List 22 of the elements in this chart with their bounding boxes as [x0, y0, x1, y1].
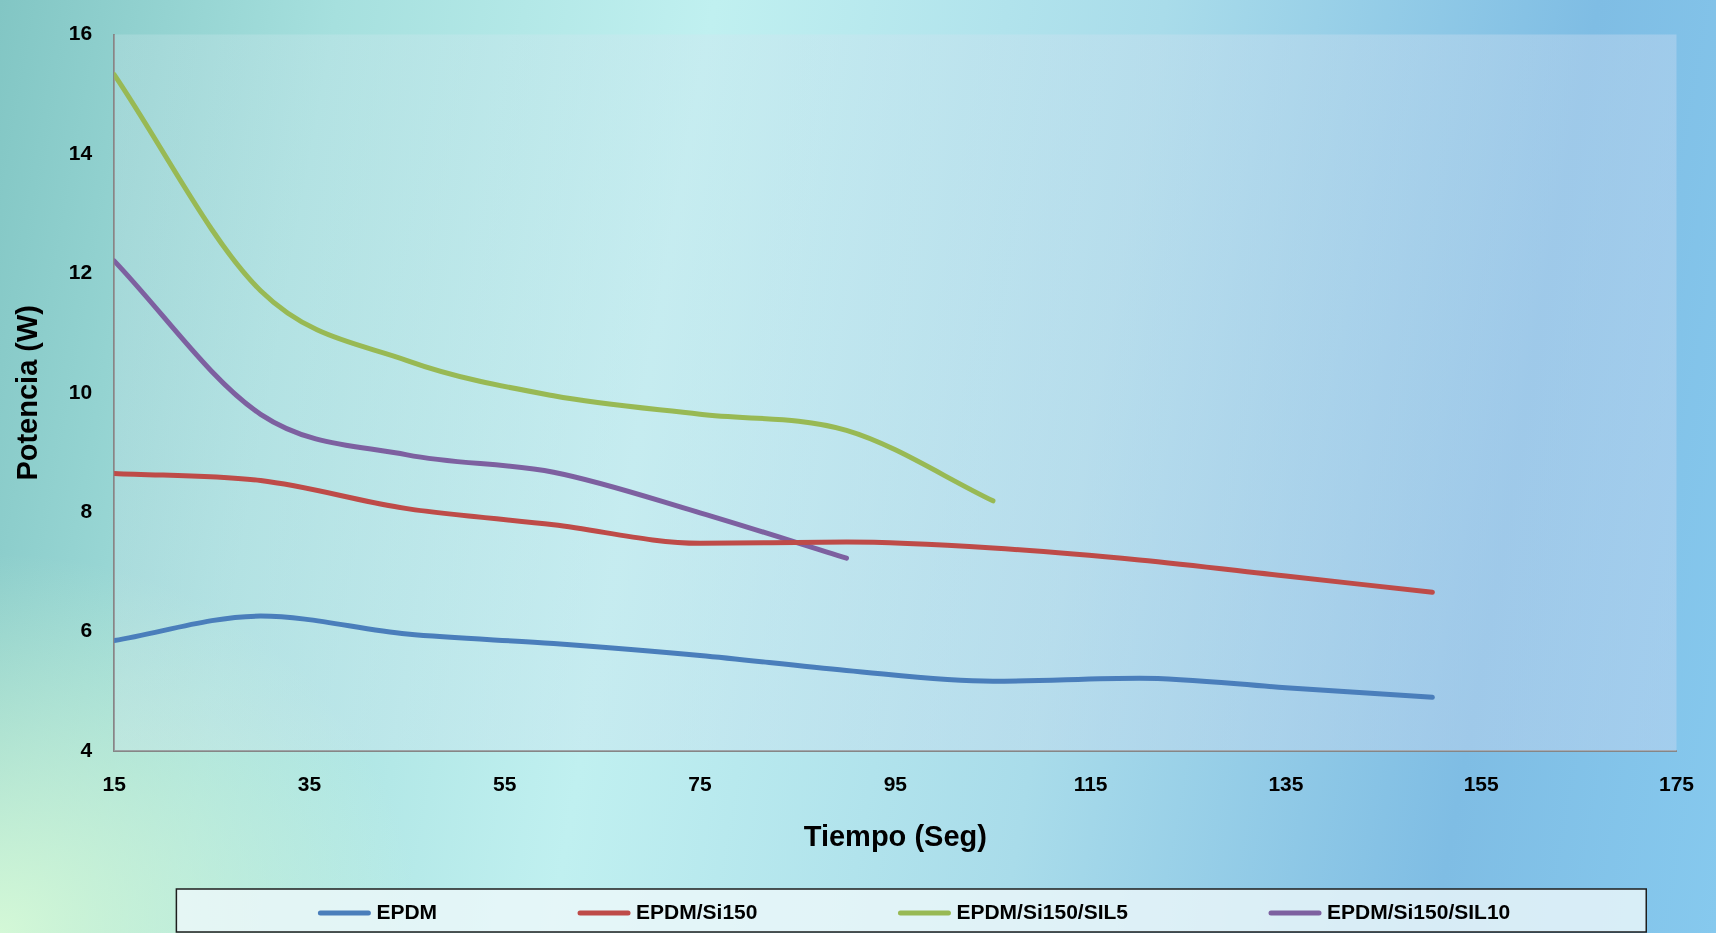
x-axis-title: Tiempo (Seg) [803, 819, 987, 852]
x-tick-label: 155 [1463, 772, 1500, 796]
y-tick-label: 12 [68, 260, 93, 284]
x-tick-label: 95 [883, 772, 908, 796]
y-tick-label: 6 [80, 618, 93, 642]
x-tick-label: 115 [1073, 772, 1108, 796]
y-tick-label: 16 [68, 21, 93, 45]
legend-label: EPDM/Si150/SIL5 [956, 899, 1129, 923]
x-tick-label: 175 [1658, 772, 1695, 796]
y-tick-label: 4 [80, 737, 93, 761]
x-tick-label: 75 [688, 772, 713, 796]
x-tick-label: 15 [102, 772, 127, 796]
y-tick-label: 10 [68, 379, 93, 403]
y-axis-title: Potencia (W) [11, 304, 44, 481]
x-tick-label: 35 [297, 772, 322, 796]
y-tick-label: 14 [68, 140, 93, 164]
y-tick-label: 8 [80, 499, 93, 522]
x-tick-label: 55 [493, 772, 517, 796]
legend-label: EPDM [376, 899, 438, 923]
legend-label: EPDM/Si150 [636, 899, 758, 923]
x-tick-label: 135 [1268, 772, 1304, 796]
legend-label: EPDM/Si150/SIL10 [1327, 899, 1511, 923]
